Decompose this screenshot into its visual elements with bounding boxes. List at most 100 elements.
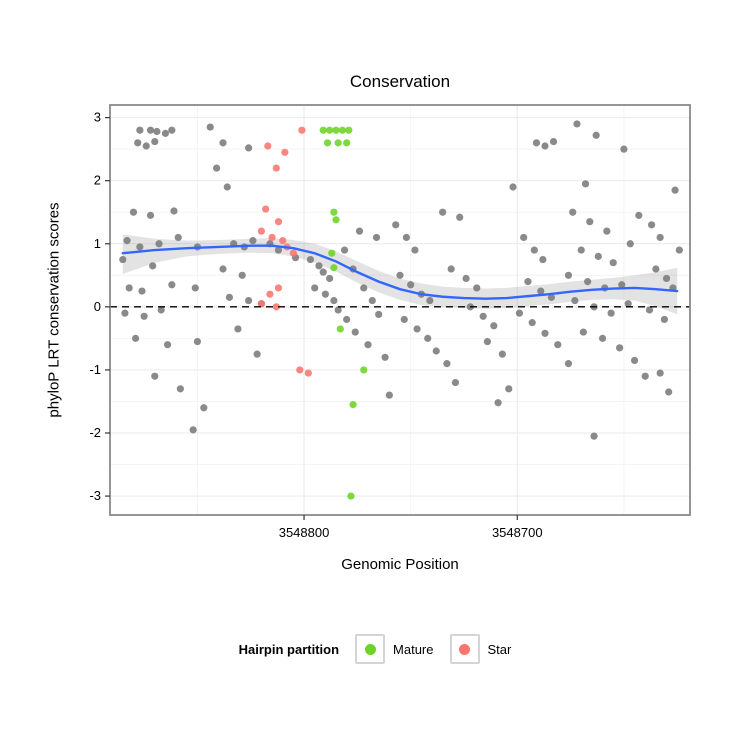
data-point-star	[304, 369, 312, 377]
data-point-other	[541, 142, 549, 150]
data-point-star	[281, 148, 289, 156]
mature-point-icon	[364, 643, 376, 655]
data-point-other	[581, 180, 590, 188]
y-tick-label: 3	[94, 110, 101, 125]
data-point-other	[193, 337, 202, 346]
data-point-other	[149, 262, 157, 270]
data-point-mature	[328, 249, 336, 257]
data-point-other	[142, 142, 150, 150]
data-point-other	[385, 391, 393, 399]
data-point-other	[630, 356, 639, 365]
data-point-mature	[332, 216, 340, 224]
data-point-star	[257, 227, 265, 235]
data-point-star	[257, 300, 265, 308]
data-point-other	[532, 139, 541, 147]
data-point-other	[168, 281, 176, 289]
data-point-other	[443, 360, 451, 368]
y-tick-label: 0	[94, 299, 101, 314]
data-point-mature	[330, 264, 338, 272]
data-point-other	[607, 309, 615, 317]
data-point-other	[200, 404, 208, 412]
data-point-other	[571, 296, 579, 305]
data-point-star	[266, 290, 274, 298]
data-point-other	[170, 207, 178, 215]
data-point-star	[296, 366, 304, 374]
data-point-other	[223, 183, 231, 191]
data-point-other	[515, 309, 524, 317]
data-point-other	[375, 310, 383, 319]
data-point-other	[123, 237, 131, 245]
data-point-other	[665, 388, 673, 396]
data-point-star	[264, 142, 272, 150]
data-point-other	[473, 284, 481, 292]
data-point-other	[364, 341, 372, 349]
data-point-other	[334, 306, 342, 314]
y-tick-label: -3	[89, 488, 101, 503]
data-point-other	[590, 432, 598, 440]
data-point-other	[136, 126, 144, 134]
data-point-other	[520, 233, 528, 242]
data-point-other	[360, 284, 368, 292]
data-point-star	[298, 126, 306, 134]
data-point-other	[603, 227, 611, 235]
x-tick-label: 3548700	[492, 525, 543, 540]
data-point-other	[163, 341, 172, 349]
data-point-other	[245, 144, 253, 152]
data-point-other	[505, 385, 513, 393]
data-point-other	[138, 287, 146, 295]
data-point-other	[626, 240, 634, 248]
data-point-other	[524, 278, 532, 286]
data-point-star	[268, 233, 276, 242]
data-point-other	[624, 300, 632, 308]
data-point-other	[368, 296, 376, 305]
data-point-other	[652, 265, 660, 273]
data-point-other	[225, 293, 234, 301]
data-point-other	[462, 274, 470, 283]
data-point-other	[579, 328, 587, 336]
data-point-other	[146, 126, 155, 134]
y-tick-label: -2	[89, 425, 101, 440]
data-point-other	[121, 309, 129, 317]
plot-title: Conservation	[349, 72, 451, 91]
data-point-other	[174, 233, 182, 242]
data-point-mature	[345, 126, 353, 134]
data-point-other	[311, 284, 319, 292]
data-point-mature	[343, 139, 351, 147]
data-point-other	[400, 315, 408, 324]
data-point-other	[648, 221, 656, 229]
data-point-other	[176, 385, 184, 393]
data-point-other	[432, 347, 440, 355]
data-point-other	[213, 164, 221, 172]
data-point-other	[206, 123, 214, 131]
data-point-star	[272, 303, 280, 311]
data-point-star	[279, 237, 287, 245]
data-point-mature	[323, 139, 332, 147]
data-point-other	[564, 360, 573, 368]
data-point-other	[594, 252, 602, 260]
data-point-other	[451, 378, 460, 387]
data-point-other	[396, 271, 404, 279]
data-point-other	[573, 120, 581, 128]
data-point-star	[274, 284, 283, 292]
data-point-other	[249, 237, 257, 245]
data-point-star	[274, 218, 283, 226]
data-point-other	[306, 255, 315, 264]
data-point-other	[584, 278, 592, 286]
data-point-mature	[334, 139, 342, 147]
data-point-other	[321, 290, 329, 298]
data-point-other	[351, 328, 359, 336]
data-point-other	[671, 186, 679, 194]
data-point-other	[539, 255, 547, 264]
data-point-other	[245, 296, 253, 305]
data-point-other	[134, 139, 142, 147]
x-tick-label: 3548800	[279, 525, 330, 540]
data-point-other	[238, 271, 246, 279]
data-point-other	[153, 127, 161, 136]
data-point-other	[129, 208, 138, 216]
data-point-other	[479, 312, 487, 320]
y-axis-label: phyloP LRT conservation scores	[45, 202, 63, 418]
data-point-other	[569, 208, 577, 216]
data-point-other	[330, 296, 338, 305]
data-point-other	[424, 334, 432, 342]
data-point-other	[392, 221, 400, 229]
